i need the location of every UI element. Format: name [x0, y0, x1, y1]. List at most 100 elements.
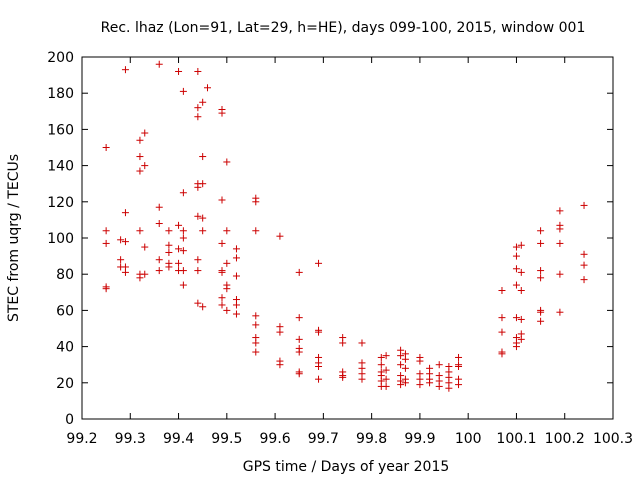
- data-point: [179, 87, 187, 95]
- data-point: [175, 67, 183, 75]
- data-point: [194, 183, 202, 191]
- x-tick-label: 100: [455, 431, 482, 447]
- data-point: [315, 375, 323, 383]
- data-point: [223, 285, 231, 293]
- y-tick-label: 120: [47, 195, 74, 211]
- data-point: [537, 308, 545, 316]
- data-point: [397, 361, 405, 369]
- data-point: [382, 366, 390, 374]
- data-point: [537, 227, 545, 235]
- x-tick-label: 100.3: [593, 431, 633, 447]
- data-point: [382, 352, 390, 360]
- x-tick-label: 99.9: [404, 431, 435, 447]
- data-point: [252, 227, 260, 235]
- data-point: [179, 281, 187, 289]
- data-point: [512, 281, 520, 289]
- y-axis-title: STEC from uqrg / TECUs: [6, 154, 22, 322]
- data-point: [223, 158, 231, 166]
- x-axis-title: GPS time / Days of year 2015: [243, 459, 450, 475]
- data-point: [141, 243, 149, 251]
- y-tick-label: 180: [47, 86, 74, 102]
- y-tick-label: 200: [47, 50, 74, 66]
- data-point: [141, 270, 149, 278]
- data-point: [401, 355, 409, 363]
- data-point: [155, 256, 163, 264]
- data-point: [517, 286, 525, 294]
- data-point: [194, 113, 202, 121]
- data-point: [175, 245, 183, 253]
- data-point: [498, 314, 506, 322]
- data-point: [537, 239, 545, 247]
- x-tick-label: 99.8: [356, 431, 387, 447]
- y-tick-label: 160: [47, 122, 74, 138]
- plot-frame: [81, 56, 614, 420]
- data-point: [435, 361, 443, 369]
- data-point: [517, 241, 525, 249]
- x-tick-label: 100.2: [545, 431, 585, 447]
- data-point: [276, 232, 284, 240]
- data-point: [512, 265, 520, 273]
- data-point: [223, 227, 231, 235]
- data-point: [295, 314, 303, 322]
- data-point: [537, 267, 545, 275]
- data-point: [276, 328, 284, 336]
- data-point: [498, 350, 506, 358]
- data-point: [121, 66, 129, 74]
- y-tick-labels: 0 20 40 60 80 100 120 140 160 180 200: [47, 50, 74, 428]
- data-point: [580, 250, 588, 258]
- data-point: [455, 353, 463, 361]
- x-tick-label: 99.5: [211, 431, 242, 447]
- data-point: [102, 144, 110, 151]
- data-point: [556, 270, 564, 278]
- data-point: [141, 129, 149, 137]
- data-point: [155, 60, 163, 68]
- data-point: [416, 357, 424, 365]
- data-point: [121, 238, 129, 246]
- data-point: [199, 303, 207, 311]
- x-tick-label: 100.1: [496, 431, 536, 447]
- x-tick-label: 99.4: [163, 431, 194, 447]
- data-point: [232, 310, 240, 318]
- data-point: [416, 381, 424, 389]
- y-tick-label: 80: [56, 267, 74, 283]
- y-tick-label: 60: [56, 303, 74, 319]
- data-point: [102, 239, 110, 247]
- data-point: [165, 248, 173, 256]
- data-point: [315, 259, 323, 267]
- data-point: [580, 201, 588, 209]
- data-point: [556, 239, 564, 247]
- y-tick-label: 20: [56, 376, 74, 392]
- data-point: [199, 153, 207, 161]
- data-point: [199, 180, 207, 188]
- data-point: [194, 256, 202, 264]
- data-point: [580, 276, 588, 284]
- data-point: [498, 328, 506, 336]
- data-point: [397, 352, 405, 360]
- data-point: [121, 268, 129, 276]
- data-point: [498, 286, 506, 294]
- data-point: [232, 254, 240, 262]
- data-point: [194, 267, 202, 275]
- y-tick-label: 40: [56, 340, 74, 356]
- data-point: [218, 268, 226, 276]
- data-point: [155, 220, 163, 228]
- data-point: [556, 308, 564, 316]
- data-point: [358, 375, 366, 383]
- data-point: [194, 299, 202, 307]
- data-point: [165, 263, 173, 271]
- data-point: [179, 247, 187, 255]
- x-tick-label: 99.3: [115, 431, 146, 447]
- data-point: [435, 382, 443, 390]
- data-point: [556, 207, 564, 215]
- data-point: [556, 225, 564, 233]
- data-point: [179, 267, 187, 275]
- data-point: [179, 234, 187, 242]
- data-point: [512, 343, 520, 351]
- data-point: [315, 363, 323, 371]
- data-point: [401, 364, 409, 372]
- data-point: [537, 317, 545, 325]
- data-point: [136, 167, 144, 175]
- data-point: [517, 268, 525, 276]
- x-tick-label: 99.6: [260, 431, 291, 447]
